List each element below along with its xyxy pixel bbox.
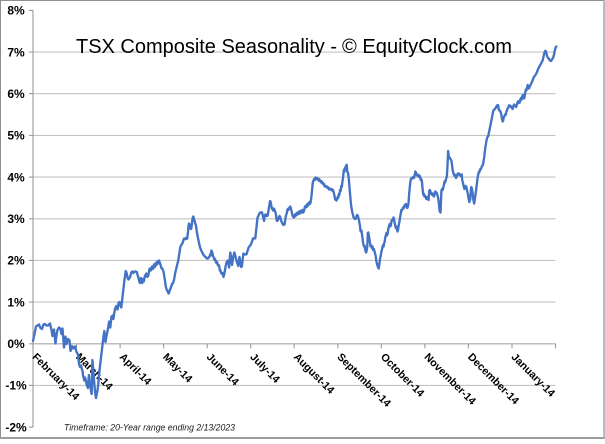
svg-text:3%: 3% xyxy=(7,212,25,226)
svg-text:6%: 6% xyxy=(7,87,25,101)
svg-text:Timeframe: 20-Year range endin: Timeframe: 20-Year range ending 2/13/202… xyxy=(64,423,235,433)
svg-text:-2%: -2% xyxy=(5,420,27,434)
svg-text:2%: 2% xyxy=(7,254,25,268)
svg-text:1%: 1% xyxy=(7,295,25,309)
svg-text:7%: 7% xyxy=(7,45,25,59)
svg-text:© EquityClock.com: © EquityClock.com xyxy=(342,36,512,58)
svg-text:4%: 4% xyxy=(7,170,25,184)
svg-text:5%: 5% xyxy=(7,129,25,143)
svg-text:-1%: -1% xyxy=(5,379,27,393)
svg-text:TSX Composite Seasonality -: TSX Composite Seasonality - xyxy=(76,36,337,58)
svg-text:0%: 0% xyxy=(7,337,25,351)
svg-text:8%: 8% xyxy=(7,4,25,18)
